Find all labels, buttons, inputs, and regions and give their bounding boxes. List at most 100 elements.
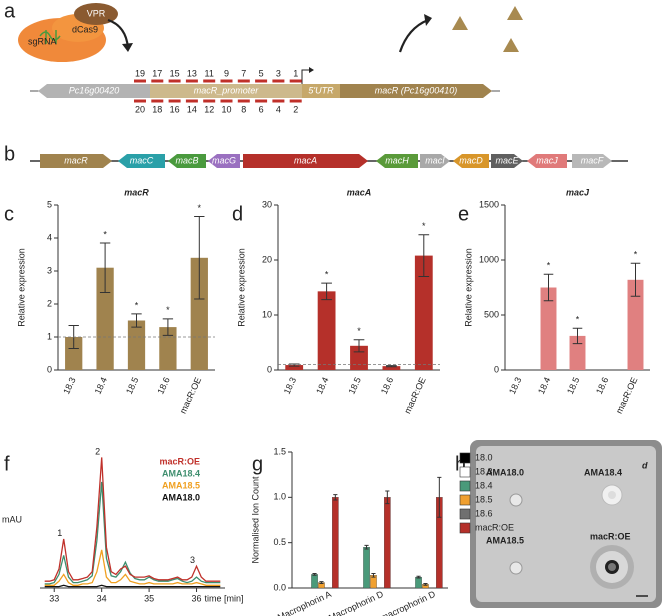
y-axis-label: Relative expression [236,248,246,327]
panel-label: d [232,203,243,225]
error-bar [99,242,111,293]
legend-swatch [459,508,471,520]
bar [127,320,146,370]
x-tick-label: Macrophorin D [327,589,385,616]
y-tick-label: 1.5 [273,446,286,456]
error-bar [543,273,554,302]
error-bar [131,313,142,328]
sgrna-number: 8 [241,104,246,114]
x-tick-label: macR:OE [178,376,204,416]
panel-label: c [4,203,14,225]
y-tick-label: 0 [494,364,499,374]
chart-title: macJ [566,187,590,197]
significance: * [103,229,107,239]
y-tick-label: 2 [47,298,52,308]
significance: * [547,261,551,271]
gene [150,84,302,98]
y-tick-label: 1500 [479,199,499,209]
colony [509,561,523,575]
gene-label: macC [130,155,154,165]
error-bar [423,582,428,586]
panel-label: a [4,0,16,22]
strain-label: AMA18.0 [486,467,524,477]
y-axis-label: Relative expression [463,248,473,327]
legend-swatch [459,480,471,492]
bar [332,497,339,589]
gene-label: macE [495,155,519,165]
error-bar [319,581,324,584]
gene [40,154,112,168]
sgrna-number: 19 [135,68,145,78]
error-bar [312,572,317,576]
gene-label: macI [425,155,445,165]
x-tick-label: 18.5 [124,376,140,396]
legend-entry: AMA18.5 [162,480,200,490]
y-tick-label: 1.0 [273,492,286,502]
trace [44,549,221,586]
sgrna-number: 16 [170,104,180,114]
legend-entry: AMA18.4 [162,468,200,478]
error-bar [333,494,338,501]
error-bar [194,216,205,300]
x-tick-label: 18.6 [155,376,171,396]
bar [415,576,422,589]
sgrna-number: 1 [293,68,298,78]
panel-label: g [252,453,263,475]
gene-label: macR (Pc16g00410) [375,85,458,95]
x-tick-label: 33 [49,593,59,603]
gene [168,154,206,168]
panel-label: f [4,453,10,475]
sgrna-number: 20 [135,104,145,114]
plate-photo: AMA18.0 AMA18.4 d AMA18.5 macR:OE [470,440,662,608]
y-tick-label: 10 [262,309,272,319]
legend-entry: AMA18.0 [162,492,200,502]
y-tick-label: 1000 [479,254,499,264]
gene [243,154,368,168]
y-tick-label: 0 [267,364,272,374]
chart-title: macA [347,187,372,197]
x-tick-label: 18.4 [93,376,109,396]
y-tick-label: 3 [47,265,52,275]
x-tick-label: 18.6 [379,376,395,396]
error-bar [386,365,397,368]
sgrna-number: 17 [152,68,162,78]
legend-entry: macR:OE [159,456,200,466]
x-tick-label: Macrophorin A [276,589,333,616]
gene-label: macF [581,155,604,165]
x-tick-label: 18.3 [61,376,77,396]
gene [491,154,523,168]
metabolites [452,6,523,52]
peak-label: 2 [95,446,100,456]
error-bar [162,318,174,336]
y-tick-label: 500 [484,309,499,319]
arrow-head [424,14,432,26]
colony [608,563,616,571]
x-tick-label: 36 [192,593,202,603]
sgrna-number: 10 [221,104,231,114]
x-tick-label: 18.3 [507,376,523,396]
error-bar [364,544,369,550]
significance: * [576,315,580,325]
bar [65,337,83,370]
significance: * [198,203,202,213]
sgrna-number: 12 [204,104,214,114]
cell-label: dCas9 [72,24,98,34]
gene [572,154,612,168]
gene-label: macR_promoter [194,85,260,95]
gene [208,154,240,168]
y-tick-label: 1 [47,331,52,341]
gene [376,154,418,168]
x-tick-label: 34 [97,593,107,603]
bar [363,547,370,589]
legend-swatch [459,452,471,464]
error-bar [572,327,583,345]
panel-label: e [458,203,469,225]
panel-label: b [4,143,15,165]
y-axis-label: mAU [2,514,22,524]
cell-label: VPR [87,8,106,18]
strain-label: macR:OE [590,531,631,541]
tss-arrow [301,69,310,84]
gene [38,84,150,98]
colony [509,493,523,507]
gene-label: 5'UTR [308,85,334,95]
